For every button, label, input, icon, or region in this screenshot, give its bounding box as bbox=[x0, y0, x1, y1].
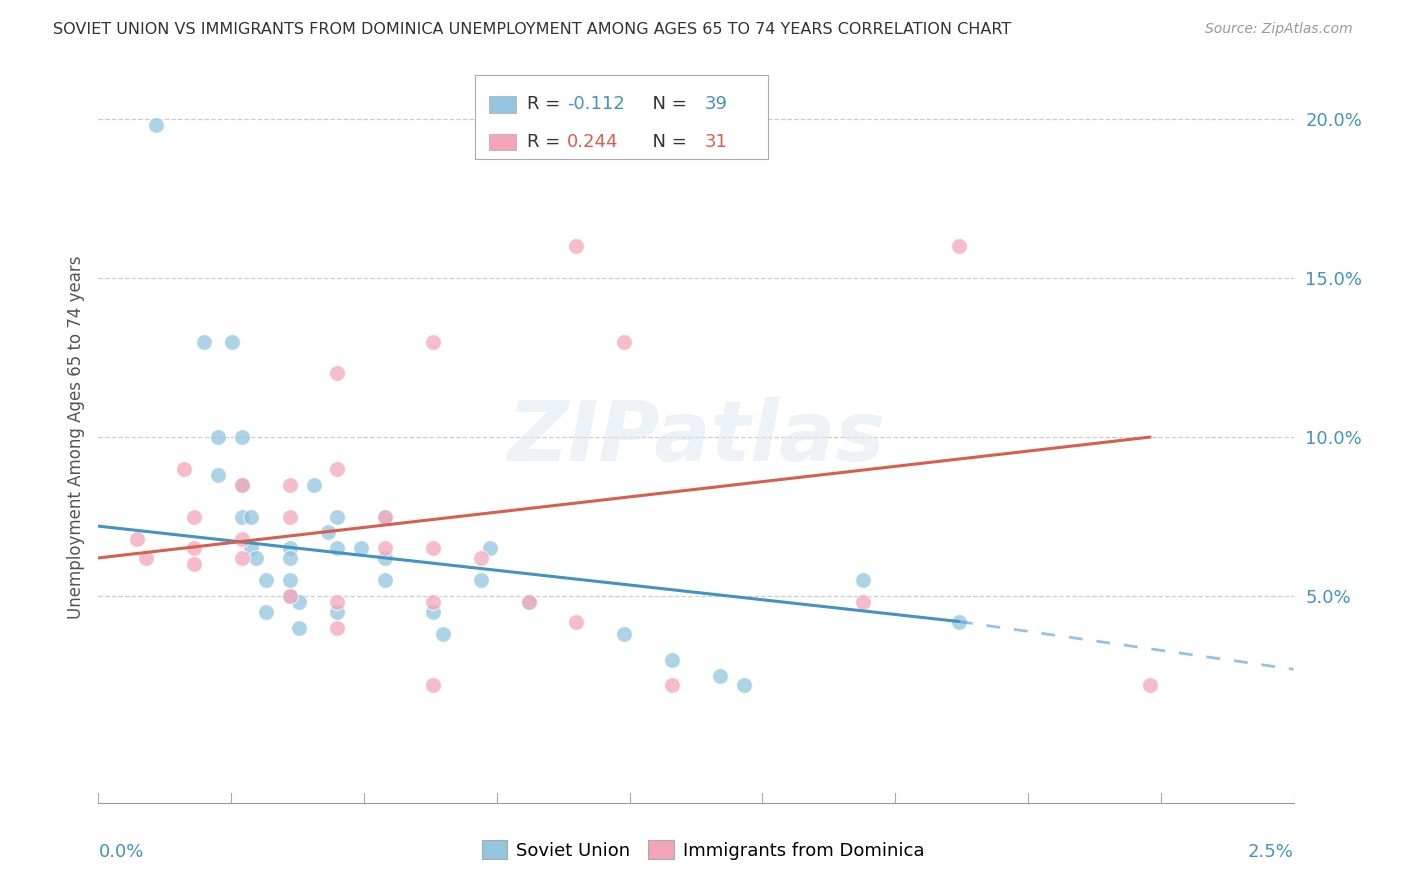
Point bbox=[245, 550, 267, 565]
Point bbox=[422, 678, 444, 692]
Point bbox=[193, 334, 215, 349]
Text: 39: 39 bbox=[704, 95, 727, 113]
Point bbox=[278, 573, 301, 587]
Point bbox=[374, 509, 396, 524]
Point bbox=[422, 541, 444, 556]
Point bbox=[254, 605, 277, 619]
Point bbox=[288, 621, 311, 635]
Text: 2.5%: 2.5% bbox=[1247, 843, 1294, 861]
Point bbox=[374, 573, 396, 587]
Point bbox=[145, 119, 167, 133]
Point bbox=[852, 595, 875, 609]
Point bbox=[422, 334, 444, 349]
Point bbox=[240, 509, 263, 524]
Point bbox=[432, 627, 454, 641]
Point bbox=[254, 573, 277, 587]
FancyBboxPatch shape bbox=[489, 135, 516, 151]
Point bbox=[231, 509, 253, 524]
Point bbox=[470, 550, 492, 565]
Point bbox=[374, 509, 396, 524]
Text: 31: 31 bbox=[704, 133, 727, 152]
Text: 0.0%: 0.0% bbox=[98, 843, 143, 861]
Point bbox=[240, 541, 263, 556]
Point bbox=[183, 509, 205, 524]
Point bbox=[278, 509, 301, 524]
Text: R =: R = bbox=[527, 133, 567, 152]
Point bbox=[183, 541, 205, 556]
Point bbox=[948, 239, 970, 253]
Point bbox=[231, 477, 253, 491]
Point bbox=[231, 550, 253, 565]
Point bbox=[326, 595, 349, 609]
Point bbox=[613, 627, 636, 641]
FancyBboxPatch shape bbox=[489, 96, 516, 112]
Point bbox=[302, 477, 325, 491]
Point bbox=[374, 550, 396, 565]
Point bbox=[852, 573, 875, 587]
Text: -0.112: -0.112 bbox=[567, 95, 624, 113]
Point bbox=[183, 558, 205, 572]
Point bbox=[278, 589, 301, 603]
Point bbox=[135, 550, 157, 565]
Text: ZIPatlas: ZIPatlas bbox=[508, 397, 884, 477]
Point bbox=[326, 621, 349, 635]
Point bbox=[613, 334, 636, 349]
Point bbox=[278, 550, 301, 565]
Point bbox=[661, 653, 683, 667]
Point bbox=[207, 430, 229, 444]
Point bbox=[517, 595, 540, 609]
Point bbox=[316, 525, 339, 540]
Text: N =: N = bbox=[641, 95, 693, 113]
Text: R =: R = bbox=[527, 95, 567, 113]
Point bbox=[422, 595, 444, 609]
Point bbox=[565, 615, 588, 629]
Point bbox=[231, 477, 253, 491]
Point bbox=[278, 589, 301, 603]
Point bbox=[231, 430, 253, 444]
Point bbox=[326, 605, 349, 619]
Y-axis label: Unemployment Among Ages 65 to 74 years: Unemployment Among Ages 65 to 74 years bbox=[66, 255, 84, 619]
Text: SOVIET UNION VS IMMIGRANTS FROM DOMINICA UNEMPLOYMENT AMONG AGES 65 TO 74 YEARS : SOVIET UNION VS IMMIGRANTS FROM DOMINICA… bbox=[53, 22, 1012, 37]
Text: 0.244: 0.244 bbox=[567, 133, 619, 152]
Point bbox=[948, 615, 970, 629]
Point bbox=[173, 462, 195, 476]
Point bbox=[231, 532, 253, 546]
Legend: Soviet Union, Immigrants from Dominica: Soviet Union, Immigrants from Dominica bbox=[475, 833, 931, 867]
Point bbox=[470, 573, 492, 587]
Text: Source: ZipAtlas.com: Source: ZipAtlas.com bbox=[1205, 22, 1353, 37]
Point bbox=[326, 541, 349, 556]
Point bbox=[278, 541, 301, 556]
Point bbox=[565, 239, 588, 253]
Point bbox=[374, 541, 396, 556]
Point bbox=[326, 509, 349, 524]
Point bbox=[207, 468, 229, 483]
Point bbox=[422, 605, 444, 619]
Point bbox=[1139, 678, 1161, 692]
Point bbox=[733, 678, 755, 692]
FancyBboxPatch shape bbox=[475, 75, 768, 159]
Point bbox=[709, 668, 731, 682]
Point bbox=[326, 462, 349, 476]
Point bbox=[125, 532, 148, 546]
Text: N =: N = bbox=[641, 133, 693, 152]
Point bbox=[661, 678, 683, 692]
Point bbox=[517, 595, 540, 609]
Point bbox=[326, 367, 349, 381]
Point bbox=[221, 334, 243, 349]
Point bbox=[278, 477, 301, 491]
Point bbox=[479, 541, 502, 556]
Point bbox=[350, 541, 373, 556]
Point bbox=[288, 595, 311, 609]
